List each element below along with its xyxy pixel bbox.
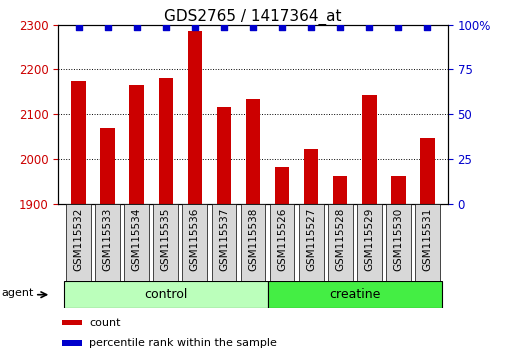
Bar xyxy=(187,32,201,204)
FancyBboxPatch shape xyxy=(269,204,294,281)
Bar xyxy=(274,167,289,204)
FancyBboxPatch shape xyxy=(414,204,439,281)
FancyBboxPatch shape xyxy=(327,204,352,281)
Point xyxy=(365,24,373,29)
Point xyxy=(248,24,257,29)
Text: creatine: creatine xyxy=(328,288,380,301)
Text: GSM115527: GSM115527 xyxy=(306,207,316,271)
Point xyxy=(423,24,431,29)
Bar xyxy=(129,85,144,204)
Bar xyxy=(71,81,86,204)
Text: GSM115533: GSM115533 xyxy=(103,207,113,271)
Text: percentile rank within the sample: percentile rank within the sample xyxy=(89,338,277,348)
Point xyxy=(104,24,112,29)
Bar xyxy=(419,138,434,204)
FancyBboxPatch shape xyxy=(240,204,265,281)
FancyBboxPatch shape xyxy=(182,204,207,281)
FancyBboxPatch shape xyxy=(124,204,149,281)
Text: GSM115526: GSM115526 xyxy=(277,207,286,271)
FancyBboxPatch shape xyxy=(211,204,236,281)
Bar xyxy=(332,176,347,204)
Text: agent: agent xyxy=(1,289,33,298)
Point xyxy=(132,24,140,29)
Text: GSM115532: GSM115532 xyxy=(73,207,83,271)
Point xyxy=(74,24,82,29)
Point xyxy=(307,24,315,29)
Text: GSM115530: GSM115530 xyxy=(392,207,402,271)
Text: GSM115536: GSM115536 xyxy=(189,207,199,271)
Text: count: count xyxy=(89,318,121,328)
Bar xyxy=(304,149,318,204)
Text: GSM115538: GSM115538 xyxy=(247,207,258,271)
FancyBboxPatch shape xyxy=(298,204,323,281)
FancyBboxPatch shape xyxy=(64,281,267,308)
Title: GDS2765 / 1417364_at: GDS2765 / 1417364_at xyxy=(164,8,341,25)
Point xyxy=(393,24,401,29)
Bar xyxy=(390,176,405,204)
Bar xyxy=(158,78,173,204)
FancyBboxPatch shape xyxy=(385,204,410,281)
Bar xyxy=(245,98,260,204)
Bar xyxy=(62,340,81,346)
Text: GSM115537: GSM115537 xyxy=(219,207,228,271)
FancyBboxPatch shape xyxy=(356,204,381,281)
Point xyxy=(190,24,198,29)
Bar xyxy=(100,129,115,204)
Text: GSM115529: GSM115529 xyxy=(364,207,374,271)
Bar xyxy=(361,95,376,204)
FancyBboxPatch shape xyxy=(267,281,441,308)
Point xyxy=(162,24,170,29)
Text: GSM115535: GSM115535 xyxy=(161,207,170,271)
Text: GSM115531: GSM115531 xyxy=(422,207,432,271)
FancyBboxPatch shape xyxy=(66,204,91,281)
Point xyxy=(335,24,343,29)
FancyBboxPatch shape xyxy=(95,204,120,281)
Text: GSM115528: GSM115528 xyxy=(335,207,344,271)
Point xyxy=(277,24,285,29)
Text: GSM115534: GSM115534 xyxy=(131,207,141,271)
Text: control: control xyxy=(144,288,187,301)
Bar xyxy=(216,108,231,204)
Bar xyxy=(62,320,81,325)
Point xyxy=(220,24,228,29)
FancyBboxPatch shape xyxy=(153,204,178,281)
